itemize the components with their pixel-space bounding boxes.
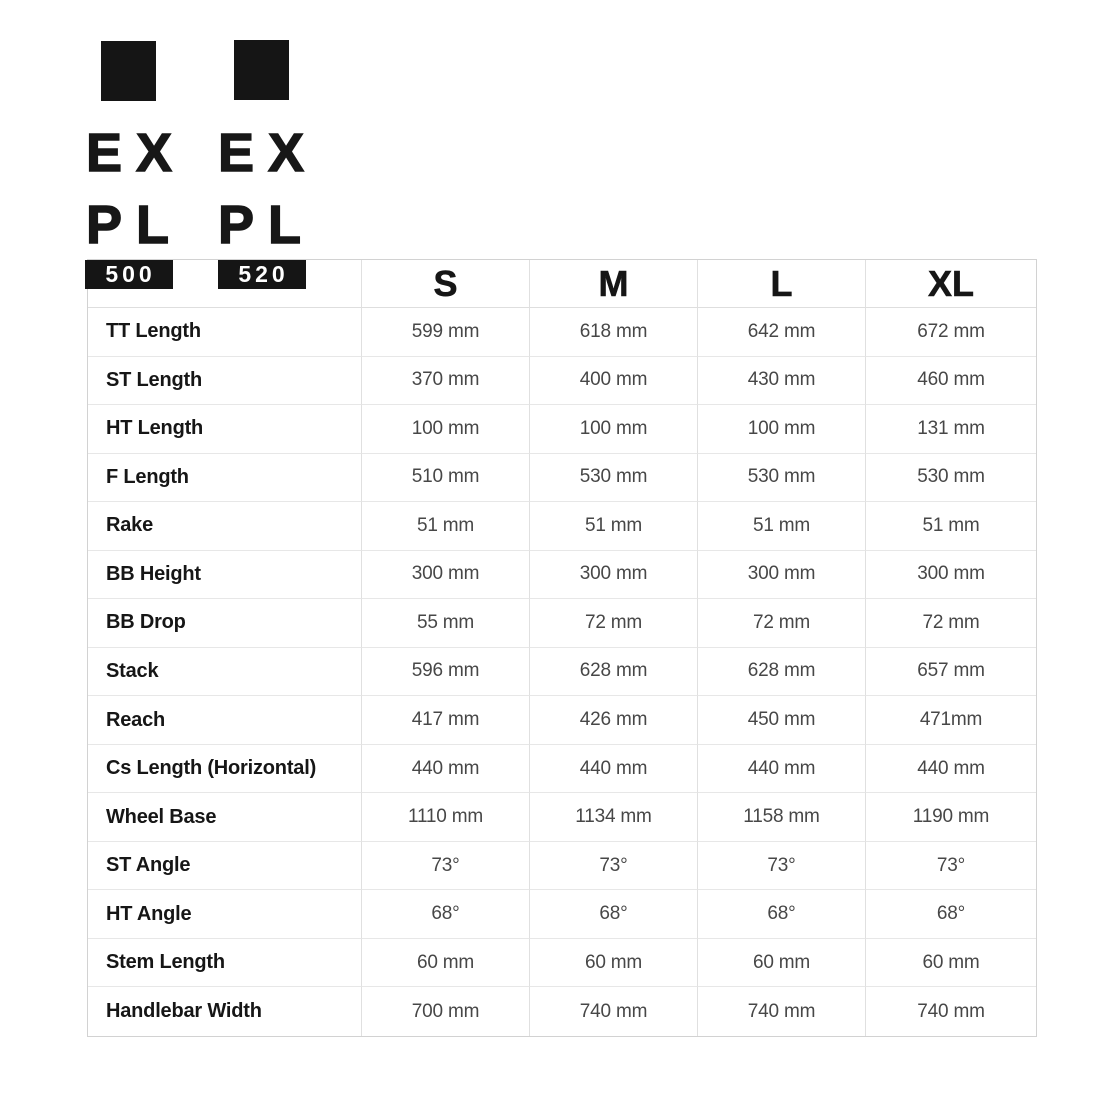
cell-value: 51 mm [530, 502, 698, 551]
logo-text-line2: PL [85, 195, 184, 255]
model-badge-500: 500 [85, 260, 173, 289]
cell-value: 60 mm [698, 938, 866, 988]
cell-value: 73° [866, 842, 1036, 891]
cell-value: 596 mm [362, 647, 530, 697]
cell-value: 417 mm [362, 696, 530, 745]
row-label: Wheel Base [88, 793, 362, 842]
cell-value: 642 mm [698, 308, 866, 357]
cell-value: 60 mm [866, 939, 1036, 988]
cell-value: 68° [362, 890, 530, 939]
logo-text-line2: PL [217, 195, 316, 255]
cell-value: 440 mm [362, 744, 530, 794]
cell-value: 300 mm [362, 550, 530, 600]
cell-value: 60 mm [530, 938, 698, 988]
cell-value: 430 mm [698, 356, 866, 406]
row-label: Reach [88, 696, 362, 745]
cell-value: 100 mm [530, 405, 698, 454]
cell-value: 370 mm [362, 356, 530, 406]
cell-value: 740 mm [698, 987, 866, 1036]
cell-value: 740 mm [530, 987, 698, 1036]
cell-value: 68° [866, 890, 1036, 939]
cell-value: 51 mm [698, 502, 866, 551]
cell-value: 73° [362, 841, 530, 891]
cell-value: 628 mm [530, 647, 698, 697]
cell-value: 700 mm [362, 987, 530, 1036]
cell-value: 60 mm [362, 938, 530, 988]
cell-value: 68° [530, 890, 698, 939]
cell-value: 440 mm [698, 744, 866, 794]
cell-value: 300 mm [530, 550, 698, 600]
cell-value: 300 mm [866, 551, 1036, 600]
brand-square-icon [234, 40, 289, 100]
cell-value: 657 mm [866, 648, 1036, 697]
cell-value: 73° [698, 841, 866, 891]
cell-value: 300 mm [698, 550, 866, 600]
cell-value: 672 mm [866, 308, 1036, 357]
cell-value: 55 mm [362, 599, 530, 648]
cell-value: 68° [698, 890, 866, 939]
cell-value: 400 mm [530, 356, 698, 406]
cell-value: 1190 mm [866, 793, 1036, 842]
cell-value: 72 mm [698, 599, 866, 648]
cell-value: 1110 mm [362, 793, 530, 842]
cell-value: 72 mm [530, 599, 698, 648]
model-badge-520: 520 [218, 260, 306, 289]
cell-value: 450 mm [698, 696, 866, 745]
cell-value: 73° [530, 841, 698, 891]
cell-value: 426 mm [530, 696, 698, 745]
cell-value: 530 mm [698, 453, 866, 503]
row-label: BB Drop [88, 599, 362, 648]
row-label: ST Angle [88, 841, 362, 891]
cell-value: 1134 mm [530, 793, 698, 842]
row-label: BB Height [88, 550, 362, 600]
size-header-s: S [362, 260, 530, 308]
row-label: Stem Length [88, 938, 362, 988]
logo-text-line1: EX [85, 123, 187, 183]
cell-value: 460 mm [866, 357, 1036, 406]
size-header-xl: XL [866, 260, 1036, 308]
cell-value: 628 mm [698, 647, 866, 697]
cell-value: 471mm [866, 696, 1036, 745]
cell-value: 1158 mm [698, 793, 866, 842]
brand-square-icon [101, 41, 156, 101]
cell-value: 131 mm [866, 405, 1036, 454]
cell-value: 510 mm [362, 453, 530, 503]
geometry-table: S M L XL TT Length 599 mm 618 mm 642 mm … [87, 259, 1037, 1037]
row-label: Stack [88, 647, 362, 697]
row-label: Rake [88, 502, 362, 551]
cell-value: 740 mm [917, 1000, 985, 1022]
cell-value: 100 mm [698, 405, 866, 454]
logo-text-line1: EX [217, 123, 319, 183]
corner-cell [88, 260, 362, 308]
cell-value: 599 mm [362, 308, 530, 357]
row-label: ST Length [88, 356, 362, 406]
cell-value: 530 mm [530, 453, 698, 503]
size-header-m: M [530, 260, 698, 308]
row-label: F Length [88, 453, 362, 503]
cell-value: 72 mm [866, 599, 1036, 648]
cell-value: 100 mm [362, 405, 530, 454]
cell-value: 51 mm [362, 502, 530, 551]
row-label: Cs Length (Horizontal) [88, 744, 362, 794]
row-label: Handlebar Width [88, 987, 362, 1036]
cell-value: 530 mm [866, 454, 1036, 503]
row-label: HT Length [88, 405, 362, 454]
cell-value: 440 mm [866, 745, 1036, 794]
cell-value: 51 mm [866, 502, 1036, 551]
size-header-l: L [698, 260, 866, 308]
cell-value: 618 mm [530, 308, 698, 357]
row-label: TT Length [88, 308, 362, 357]
row-label: HT Angle [88, 890, 362, 939]
cell-value: 440 mm [530, 744, 698, 794]
